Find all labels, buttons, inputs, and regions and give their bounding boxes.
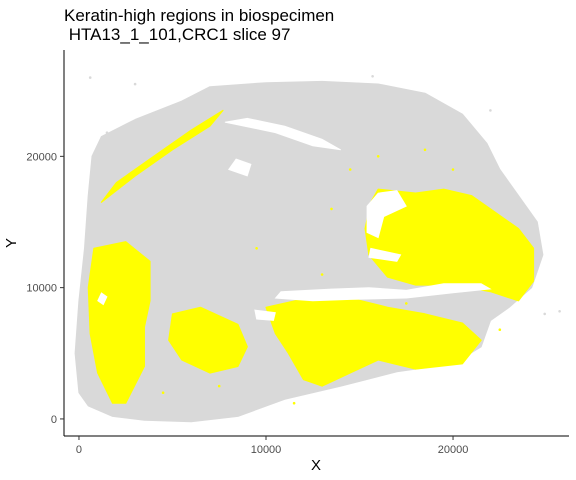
keratin-region-0 xyxy=(100,109,224,203)
tissue-gap-0 xyxy=(366,190,407,239)
cell-point-1 xyxy=(133,82,137,86)
cell-point-6 xyxy=(105,131,109,134)
keratin-point-0 xyxy=(376,155,380,158)
cell-point-0 xyxy=(88,76,92,79)
chart-subtitle: HTA13_1_101,CRC1 slice 97 xyxy=(64,25,290,44)
tissue-gap-2 xyxy=(254,309,276,321)
keratin-point-4 xyxy=(451,168,455,171)
keratin-point-3 xyxy=(330,207,333,211)
y-tick-label: 20000 xyxy=(26,151,57,163)
tissue-gap-5 xyxy=(368,247,402,262)
tissue-gap-4 xyxy=(227,158,252,177)
y-axis-ticks: 0 10000 20000 xyxy=(26,151,64,426)
tissue-gap-3 xyxy=(224,117,341,151)
keratin-point-9 xyxy=(405,302,408,305)
keratin-point-1 xyxy=(423,148,427,152)
keratin-point-11 xyxy=(255,247,258,250)
keratin-point-8 xyxy=(292,401,296,405)
cell-point-4 xyxy=(543,312,546,316)
x-tick-label: 10000 xyxy=(251,444,282,456)
keratin-point-2 xyxy=(348,168,352,171)
tissue-gap-6 xyxy=(97,292,108,306)
keratin-region-2 xyxy=(87,241,151,404)
keratin-layer xyxy=(87,109,535,405)
keratin-region-1 xyxy=(364,188,535,302)
x-tick-label: 20000 xyxy=(438,444,469,456)
keratin-point-12 xyxy=(311,328,315,332)
y-tick-label: 0 xyxy=(51,414,57,426)
cell-point-2 xyxy=(489,109,492,112)
keratin-region-4 xyxy=(265,296,482,387)
cell-point-7 xyxy=(419,113,423,116)
cell-point-9 xyxy=(156,378,159,381)
cell-point-3 xyxy=(558,310,561,313)
keratin-region-3 xyxy=(168,306,248,374)
keratin-point-5 xyxy=(358,325,361,329)
y-tick-label: 10000 xyxy=(26,283,57,295)
x-axis-ticks: 0 10000 20000 xyxy=(76,436,468,456)
y-axis-title: Y xyxy=(3,238,20,248)
x-tick-label: 0 xyxy=(76,444,82,456)
cell-point-8 xyxy=(246,404,249,408)
x-axis-title: X xyxy=(311,457,321,474)
chart-title: Keratin-high regions in biospecimen xyxy=(64,6,334,25)
keratin-point-7 xyxy=(217,384,221,388)
keratin-point-10 xyxy=(498,328,502,332)
keratin-point-13 xyxy=(161,391,165,395)
cell-point-5 xyxy=(371,75,374,78)
tissue-gap-layer xyxy=(97,117,492,321)
keratin-point-6 xyxy=(320,273,324,276)
tissue-gap-1 xyxy=(274,283,492,302)
